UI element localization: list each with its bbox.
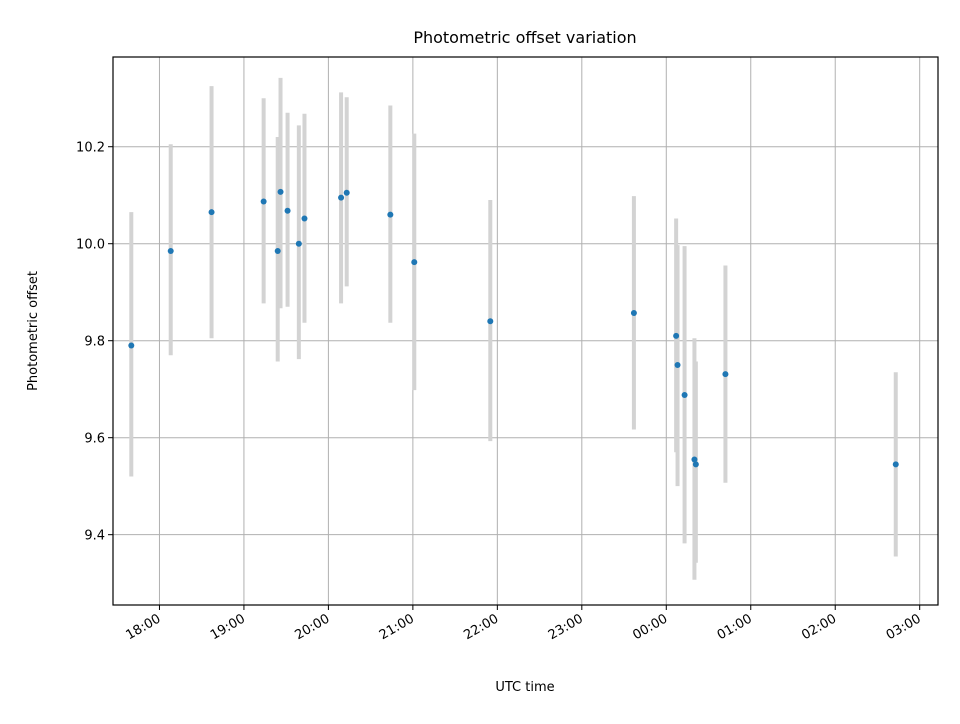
data-point [673, 332, 680, 339]
data-point [343, 189, 350, 196]
data-point [722, 371, 729, 378]
data-points [128, 188, 899, 468]
chart-title: Photometric offset variation [413, 28, 636, 47]
y-tick-label: 10.0 [76, 238, 105, 253]
plot-frame [112, 56, 939, 606]
data-point [284, 207, 291, 214]
data-point [274, 247, 281, 254]
data-point [630, 310, 637, 317]
data-point [295, 240, 302, 247]
y-tick-label: 10.2 [76, 141, 105, 156]
data-point [208, 209, 215, 216]
data-point [681, 392, 688, 399]
y-tick-label: 9.4 [84, 529, 105, 544]
y-axis-label: Photometric offset [26, 271, 41, 391]
data-point [277, 188, 284, 195]
data-point [301, 215, 308, 222]
grid [113, 57, 938, 605]
data-point [167, 247, 174, 254]
data-point [487, 318, 494, 325]
data-point [387, 211, 394, 218]
y-tick-label: 9.6 [84, 432, 105, 447]
data-point [892, 461, 899, 468]
data-point [338, 194, 345, 201]
x-axis-label: UTC time [495, 680, 554, 695]
data-point [128, 342, 135, 349]
data-point [691, 456, 698, 463]
data-point [674, 361, 681, 368]
y-tick-label: 9.8 [84, 335, 105, 350]
data-point [692, 461, 699, 468]
data-point [411, 259, 418, 266]
data-point [260, 198, 267, 205]
